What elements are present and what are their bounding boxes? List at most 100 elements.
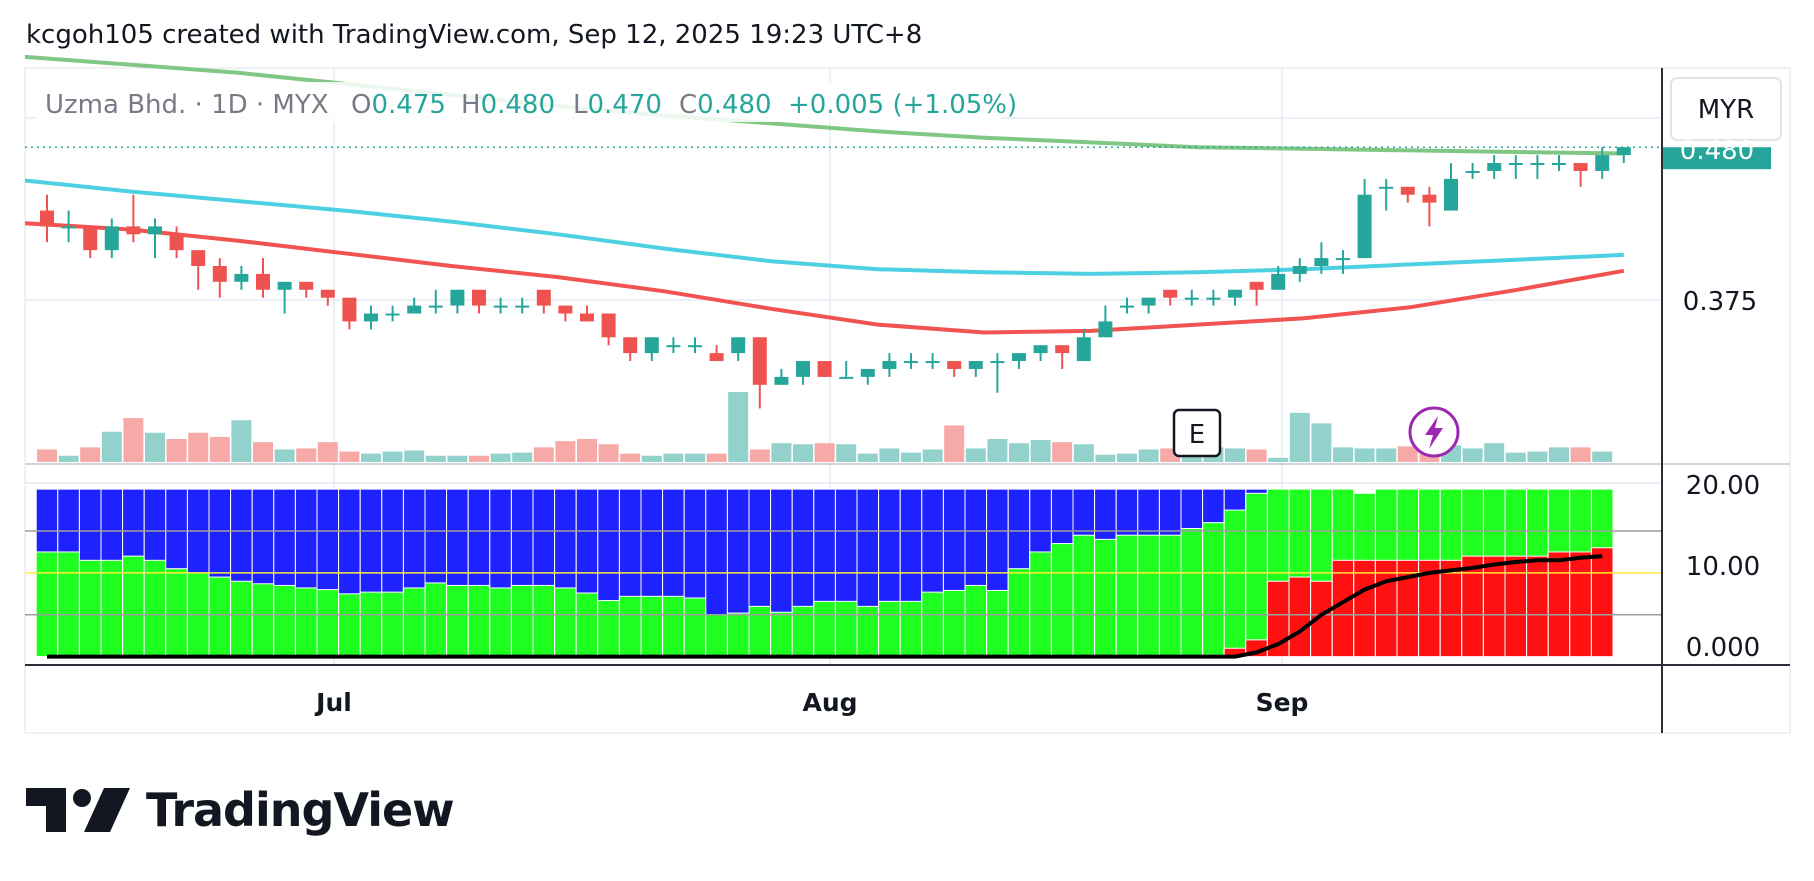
indicator-green-bar <box>726 612 750 658</box>
indicator-green-bar <box>662 595 685 658</box>
indicator-green-bar <box>597 600 620 658</box>
tradingview-logo: TradingView <box>26 783 455 837</box>
volume-bar <box>641 455 662 462</box>
ma-red-line <box>24 221 1625 335</box>
candle-body <box>1573 163 1588 171</box>
lightning-icon[interactable] <box>1408 406 1460 458</box>
candle-body <box>385 313 400 316</box>
volume-bar <box>361 453 381 462</box>
legend-l-label: L <box>573 90 588 120</box>
earnings-marker[interactable]: E <box>1172 408 1222 458</box>
indicator-green-bar <box>791 605 815 658</box>
candle-body <box>212 266 227 282</box>
candle-body <box>256 273 270 290</box>
volume-bar <box>965 448 986 462</box>
brand-name: TradingView <box>146 783 455 837</box>
volume-bar <box>944 425 965 462</box>
last-price-value: 0.480 <box>1680 136 1754 166</box>
legend-bg <box>36 82 1002 122</box>
legend-open: 0.475 <box>371 90 445 120</box>
volume-bar <box>1527 451 1548 462</box>
candle-body <box>1357 194 1372 259</box>
volume-bar <box>1354 448 1375 462</box>
volume-bar <box>577 439 597 462</box>
indicator-red-bar <box>1461 555 1484 658</box>
indicator-green-bar <box>510 584 534 658</box>
moving-averages <box>24 54 1625 335</box>
volume-bar <box>1289 412 1310 462</box>
volume-bar <box>231 420 252 462</box>
volume-bar <box>166 439 187 462</box>
candle-body <box>1508 163 1523 166</box>
candle-body <box>1012 353 1026 362</box>
indicator-green-bar <box>316 589 340 658</box>
candle-body <box>688 345 702 348</box>
candle-body <box>752 337 767 385</box>
volume-bar <box>1484 443 1505 462</box>
volume-bar <box>1138 449 1159 462</box>
volume-bar <box>490 453 511 462</box>
legend-symbol: Uzma Bhd. · 1D · MYX <box>45 90 329 120</box>
volume-bar <box>1268 457 1289 462</box>
candle-body <box>536 289 551 306</box>
volume-bar <box>37 449 57 462</box>
candle-body <box>515 305 530 308</box>
currency-label: MYR <box>1698 95 1754 125</box>
indicator-green-bar <box>986 589 1009 658</box>
tradingview-logo-icon <box>26 788 130 832</box>
indicator-green-bar <box>554 587 577 658</box>
volume-bars <box>37 392 1613 462</box>
indicator-green-bar <box>251 583 275 658</box>
indicator-green-bar <box>1158 534 1182 658</box>
volume-bar <box>685 453 705 462</box>
volume-bar <box>296 448 317 462</box>
volume-bar <box>706 453 727 462</box>
currency-button[interactable]: MYR <box>1670 77 1782 141</box>
volume-bar <box>1397 446 1418 462</box>
candle-body <box>364 313 378 322</box>
volume-bar <box>1376 448 1397 462</box>
candle-body <box>191 250 206 266</box>
indicator-green-bar <box>424 582 448 658</box>
volume-bar <box>533 447 554 462</box>
candle-body <box>493 305 508 308</box>
indicator-green-bar <box>338 593 361 658</box>
candle-body <box>580 313 594 322</box>
indicator-green-bar <box>489 587 512 658</box>
candle-body <box>644 337 659 354</box>
indicator-green-bar <box>1180 527 1204 658</box>
candle-body <box>1400 186 1415 195</box>
volume-bar <box>1246 449 1267 462</box>
candle-body <box>1249 281 1264 290</box>
ma-green-line <box>24 54 1624 156</box>
volume-bar <box>1592 451 1613 462</box>
indicator-green-bar <box>575 592 599 658</box>
indicator-green-bar <box>532 584 556 658</box>
volume-bar <box>404 450 425 462</box>
volume-bar <box>836 444 857 462</box>
volume-bar <box>1570 447 1591 462</box>
ind-tick-0: 0.000 <box>1686 633 1760 663</box>
candle-body <box>299 281 314 290</box>
candle-body <box>1379 186 1394 189</box>
indicator-green-bar <box>640 595 664 658</box>
indicator-red-bar <box>1482 555 1506 658</box>
candle-body <box>882 361 897 369</box>
indicator-green-bar <box>78 559 102 658</box>
indicator-green-bar <box>402 587 426 658</box>
candle-body <box>839 376 854 379</box>
indicator-green-bar <box>748 605 772 658</box>
candle-body <box>1552 163 1566 166</box>
indicator-green-bar <box>1115 534 1139 658</box>
volume-bar <box>771 443 792 462</box>
indicator-green-bar <box>467 584 491 658</box>
legend-h-label: H <box>461 90 481 120</box>
candle-body <box>709 353 724 362</box>
candle-body <box>558 305 573 314</box>
volume-bar <box>728 392 749 462</box>
candle-body <box>126 226 141 235</box>
candle-body <box>83 226 98 251</box>
volume-bar <box>1030 440 1051 462</box>
indicator-red-bar <box>1590 547 1614 658</box>
candle-body <box>968 361 983 369</box>
